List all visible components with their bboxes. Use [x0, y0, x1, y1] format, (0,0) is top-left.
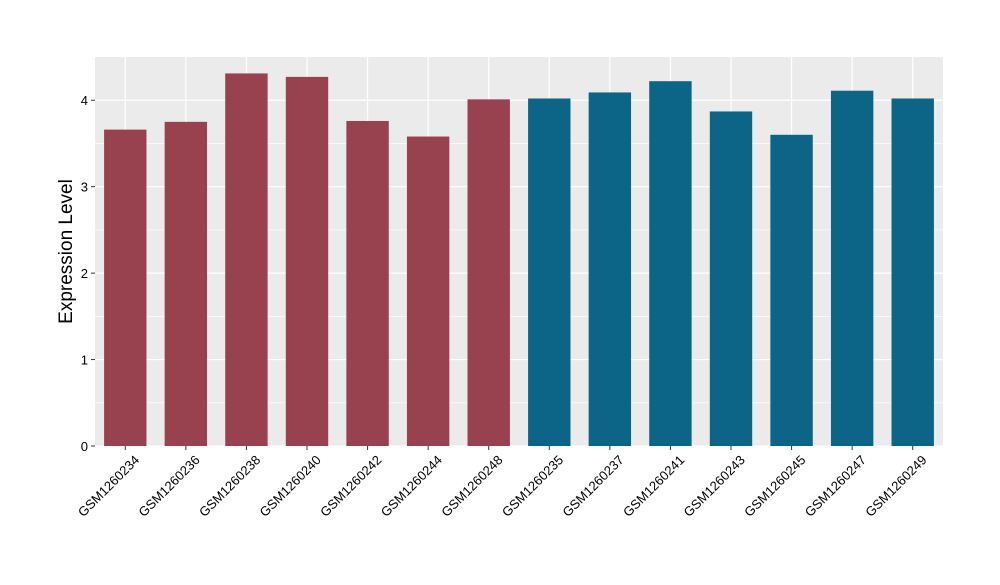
bar [830, 90, 874, 447]
y-tick-label: 3 [81, 180, 88, 195]
bar [104, 129, 147, 446]
bar [891, 98, 934, 446]
bar [588, 92, 632, 446]
y-tick-label: 4 [81, 93, 88, 108]
bar [649, 81, 692, 447]
bar [528, 98, 571, 446]
x-tick-label: GSM1260237 [559, 452, 626, 519]
x-tick-label: GSM1260249 [862, 452, 929, 519]
bar [346, 120, 389, 447]
bar [225, 73, 268, 447]
bar [770, 134, 813, 447]
x-tick-label: GSM1260247 [802, 452, 869, 519]
x-tick-label: GSM1260240 [257, 452, 324, 519]
y-tick-label: 0 [81, 439, 88, 454]
x-tick-label: GSM1260244 [378, 452, 445, 519]
bar [467, 99, 510, 446]
y-axis-title: Expression Level [56, 179, 77, 324]
x-tick-label: GSM1260238 [196, 452, 263, 519]
bar [709, 111, 753, 447]
y-tick-label: 2 [81, 266, 88, 281]
x-tick-label: GSM1260243 [681, 452, 748, 519]
x-tick-label: GSM1260236 [135, 452, 202, 519]
y-tick-label: 1 [81, 353, 88, 368]
x-tick-label: GSM1260235 [499, 452, 566, 519]
x-tick-label: GSM1260241 [620, 452, 687, 519]
bar [406, 136, 450, 447]
x-tick-label: GSM1260245 [741, 452, 808, 519]
bar [164, 121, 208, 446]
plot-panel [95, 57, 943, 446]
x-tick-label: GSM1260234 [75, 452, 142, 519]
bars [104, 73, 934, 447]
bar [285, 76, 329, 446]
x-tick-label: GSM1260248 [438, 452, 505, 519]
x-tick-label: GSM1260242 [317, 452, 384, 519]
